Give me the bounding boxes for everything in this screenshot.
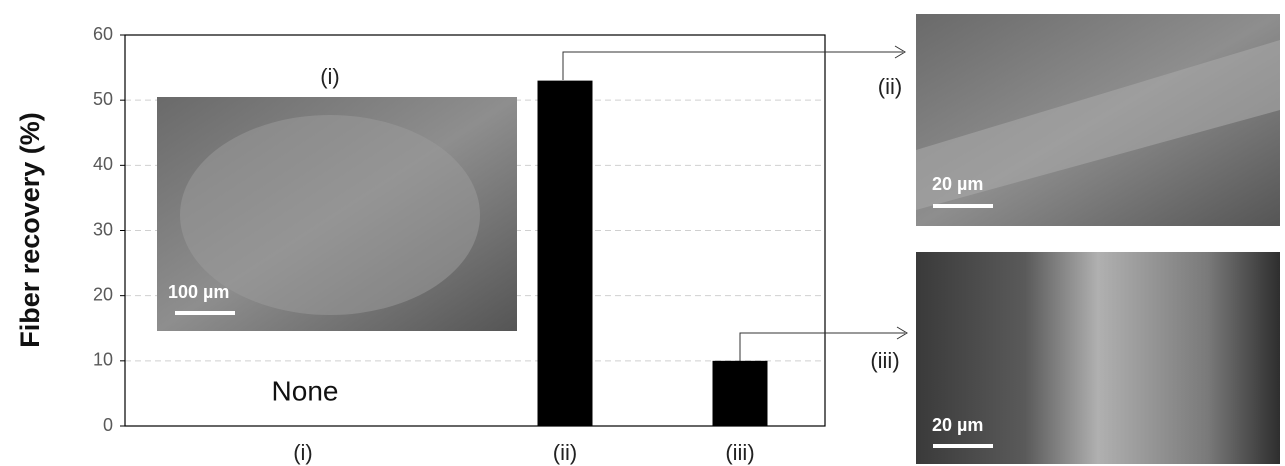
scale-bar-label: 20 µm [932,415,983,435]
y-axis-label: Fiber recovery (%) [15,112,45,348]
scale-bar-label: 100 µm [168,282,229,302]
x-tick-label: (i) [293,440,313,465]
x-tick-label: (ii) [553,440,577,465]
annotation: None [272,375,339,406]
inset-label: (iii) [870,348,899,373]
y-tick-label: 20 [93,284,113,304]
scale-bar-label: 20 µm [932,174,983,194]
y-tick-label: 50 [93,89,113,109]
bar [713,361,768,426]
y-tick-label: 0 [103,415,113,435]
bar [538,81,593,426]
x-tick-label: (iii) [725,440,754,465]
y-tick-label: 40 [93,154,113,174]
chart: Fiber recovery (%) 0 10 20 30 40 50 60 (i) (ii) (… [0,0,1285,466]
y-tick-label: 30 [93,219,113,239]
y-tick-label: 60 [93,24,113,44]
inset-label: (i) [320,64,340,89]
inset-label: (ii) [878,74,902,99]
connector [563,52,903,80]
y-tick-label: 10 [93,350,113,370]
